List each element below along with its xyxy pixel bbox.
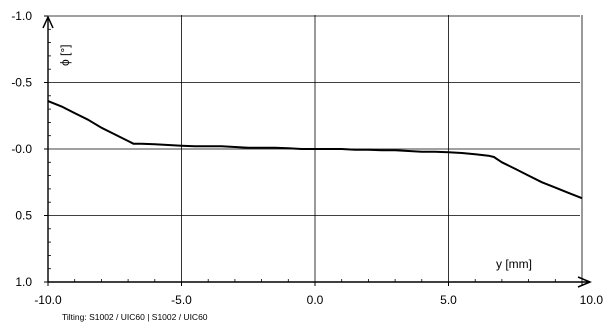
x-axis-label: y [mm] bbox=[496, 257, 532, 271]
chart-caption: Tilting: S1002 / UIC60 | S1002 / UIC60 bbox=[62, 312, 208, 322]
axes bbox=[42, 15, 592, 288]
tick-labels: -1.0 -0.5 -0.0 0.5 1.0-10.0 -5.0 0.0 5.0 10.0 bbox=[11, 9, 603, 307]
y-axis-arrow bbox=[42, 15, 54, 29]
y-tick-label: -0.0 bbox=[11, 142, 32, 156]
x-tick-label: -5.0 bbox=[171, 293, 192, 307]
y-tick-label: 0.5 bbox=[15, 209, 32, 223]
series-line bbox=[47, 100, 583, 200]
y-tick-label: 1.0 bbox=[15, 275, 32, 289]
x-tick-label: 5.0 bbox=[440, 293, 457, 307]
y-axis-label: ϕ [°] bbox=[58, 44, 72, 66]
y-tick-label: -1.0 bbox=[11, 9, 32, 23]
x-tick-label: 10.0 bbox=[580, 293, 604, 307]
x-tick-label: 0.0 bbox=[307, 293, 324, 307]
series bbox=[47, 100, 583, 200]
x-tick-label: -10.0 bbox=[34, 293, 62, 307]
y-tick-label: -0.5 bbox=[11, 76, 32, 90]
